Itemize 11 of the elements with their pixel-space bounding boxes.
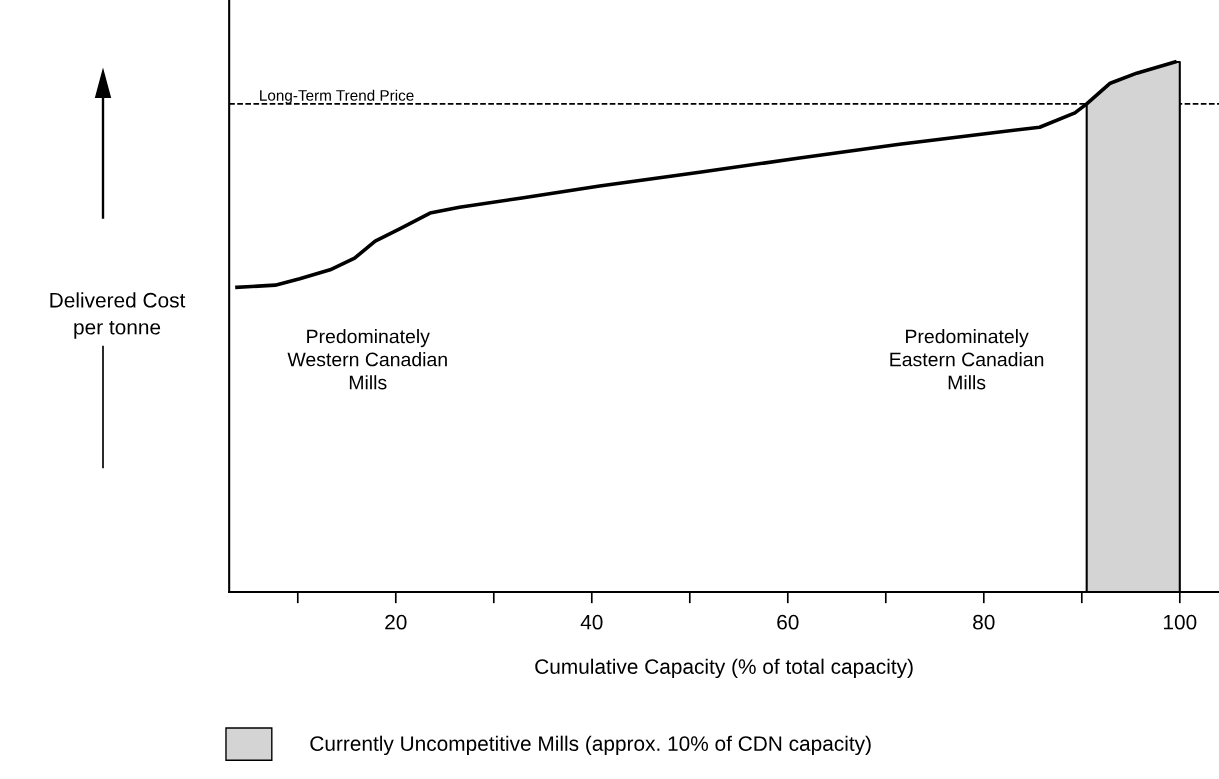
annotation: Predominately Western Canadian Mills — [287, 329, 447, 390]
x-axis-title: Cumulative Capacity (% of total capacity) — [535, 658, 913, 679]
y-axis-title: Delivered Cost per tonne — [50, 292, 186, 339]
x-tick-label: 100 — [1164, 614, 1197, 630]
x-tick-label: 20 — [385, 614, 407, 630]
annotation: Predominately Eastern Canadian Mills — [890, 329, 1044, 390]
ref-line-label: Long-Term Trend Price — [260, 89, 414, 104]
x-tick-label: 80 — [973, 614, 995, 630]
x-tick-label: 40 — [580, 614, 603, 630]
legend-label: Currently Uncompetitive Mills (approx. 10% of CDN capacity) — [310, 735, 871, 756]
x-tick-label: 60 — [777, 614, 799, 630]
